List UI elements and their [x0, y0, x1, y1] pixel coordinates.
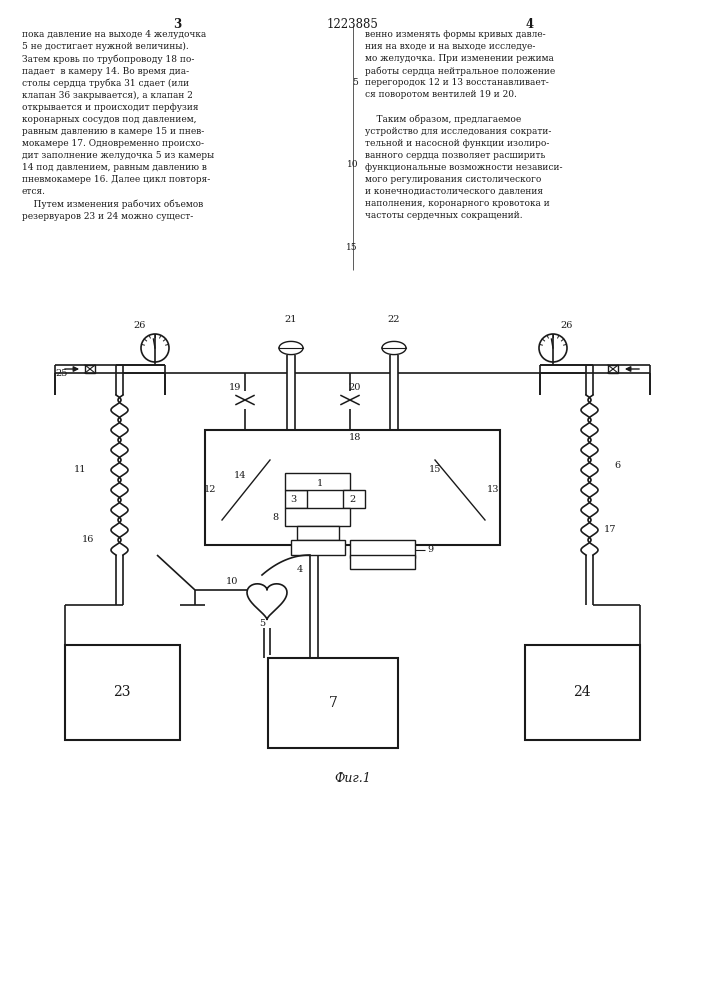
- Text: 14: 14: [234, 471, 246, 480]
- Text: венно изменять формы кривых давле-
ния на входе и на выходе исследуе-
мо желудоч: венно изменять формы кривых давле- ния н…: [365, 30, 563, 220]
- Text: 18: 18: [349, 432, 361, 442]
- Text: 24: 24: [573, 685, 591, 699]
- Text: 8: 8: [272, 512, 278, 522]
- Text: 19: 19: [229, 383, 241, 392]
- Bar: [343, 490, 365, 508]
- Bar: [285, 508, 350, 526]
- Text: 7: 7: [329, 696, 337, 710]
- Bar: [65, 645, 180, 740]
- Text: 22: 22: [387, 316, 400, 324]
- Text: 6: 6: [614, 460, 620, 470]
- Text: 25: 25: [56, 369, 68, 378]
- Bar: [291, 540, 345, 555]
- Bar: [205, 430, 500, 545]
- Text: 12: 12: [204, 486, 216, 494]
- Text: 15: 15: [346, 243, 358, 252]
- Bar: [350, 540, 415, 558]
- Bar: [608, 365, 618, 373]
- Text: 2: 2: [349, 495, 355, 504]
- Text: 4: 4: [526, 18, 534, 31]
- Text: 5: 5: [352, 78, 358, 87]
- Text: 3: 3: [173, 18, 181, 31]
- Text: 10: 10: [346, 160, 358, 169]
- Text: 1: 1: [317, 479, 323, 488]
- Text: 10: 10: [226, 578, 238, 586]
- Text: 26: 26: [134, 322, 146, 330]
- Bar: [297, 526, 339, 540]
- Text: 4: 4: [297, 566, 303, 574]
- Bar: [525, 645, 640, 740]
- Text: 9: 9: [427, 546, 433, 554]
- Bar: [85, 365, 95, 373]
- Text: 20: 20: [349, 383, 361, 392]
- Text: 11: 11: [74, 466, 86, 475]
- Bar: [268, 658, 398, 748]
- Text: 13: 13: [486, 486, 499, 494]
- Text: Фиг.1: Фиг.1: [334, 772, 371, 785]
- Bar: [350, 555, 415, 569]
- Text: 1223885: 1223885: [327, 18, 379, 31]
- Text: 3: 3: [290, 495, 296, 504]
- Text: пока давление на выходе 4 желудочка
5 не достигает нужной величины).
Затем кровь: пока давление на выходе 4 желудочка 5 не…: [22, 30, 214, 221]
- Bar: [285, 490, 307, 508]
- Text: 26: 26: [561, 322, 573, 330]
- Text: 21: 21: [285, 316, 297, 324]
- Text: 15: 15: [429, 466, 441, 475]
- Text: 5: 5: [259, 619, 265, 629]
- Text: 16: 16: [82, 536, 94, 544]
- Text: 17: 17: [604, 526, 617, 534]
- Bar: [285, 473, 350, 490]
- Text: 23: 23: [113, 685, 131, 699]
